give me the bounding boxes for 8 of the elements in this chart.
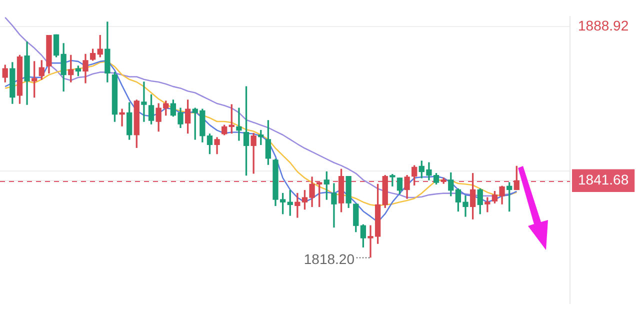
annotation: 1818.20	[304, 251, 355, 268]
y-tick-label: 1841.68	[578, 171, 629, 188]
candlestick	[236, 108, 242, 141]
candlestick	[141, 82, 147, 122]
y-tick-label: 1888.92	[578, 17, 629, 34]
candlestick	[484, 197, 490, 212]
candlestick	[390, 174, 396, 186]
candlestick	[119, 108, 125, 126]
